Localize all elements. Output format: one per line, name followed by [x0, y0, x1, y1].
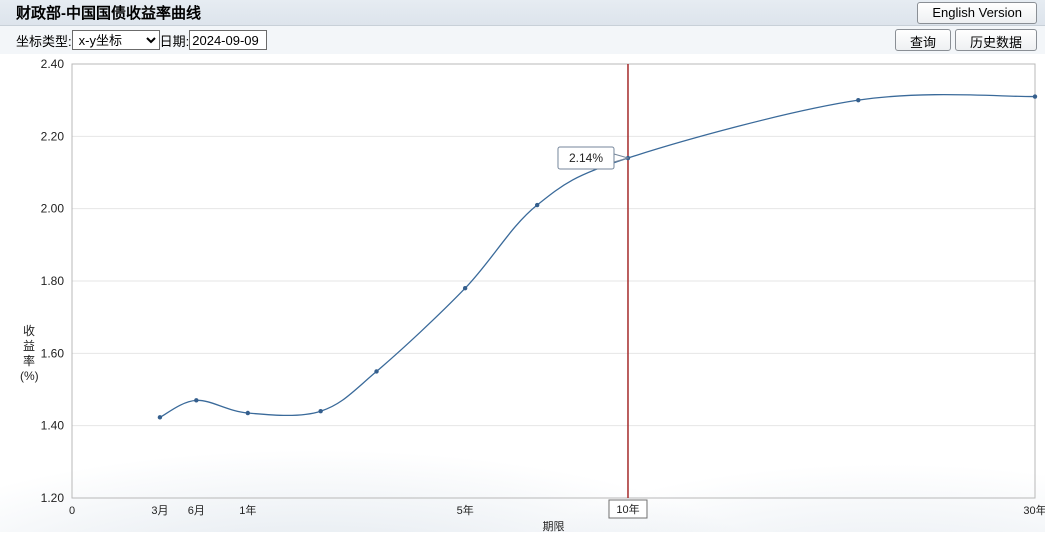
svg-text:3月: 3月 — [151, 505, 168, 517]
history-button[interactable]: 历史数据 — [955, 29, 1037, 51]
svg-text:30年: 30年 — [1023, 503, 1045, 517]
svg-text:2.00: 2.00 — [41, 202, 65, 216]
coord-type-select[interactable]: x-y坐标 — [72, 30, 160, 50]
svg-text:1年: 1年 — [239, 503, 256, 517]
page-title: 财政部-中国国债收益率曲线 — [16, 2, 913, 23]
svg-text:2.40: 2.40 — [41, 57, 65, 71]
svg-text:2.14%: 2.14% — [569, 151, 603, 165]
svg-text:1.20: 1.20 — [41, 491, 65, 505]
svg-text:6月: 6月 — [188, 505, 205, 517]
english-version-button[interactable]: English Version — [917, 2, 1037, 24]
svg-text:5年: 5年 — [457, 503, 474, 517]
yield-curve-chart: 1.20 1.40 1.60 1.80 2.00 2.20 2.40 0 3月 6月 1年 5年 10年… — [0, 54, 1045, 532]
svg-text:1.60: 1.60 — [41, 346, 65, 360]
svg-text:10年: 10年 — [616, 502, 639, 516]
query-button[interactable]: 查询 — [895, 29, 951, 51]
coord-type-label: 坐标类型: — [16, 31, 72, 50]
svg-text:0: 0 — [69, 505, 75, 517]
date-input[interactable] — [189, 30, 267, 50]
svg-text:期限: 期限 — [543, 520, 565, 532]
svg-text:1.80: 1.80 — [41, 274, 65, 288]
date-label: 日期: — [160, 31, 190, 50]
svg-text:1.40: 1.40 — [41, 419, 65, 433]
svg-text:2.20: 2.20 — [41, 129, 65, 143]
